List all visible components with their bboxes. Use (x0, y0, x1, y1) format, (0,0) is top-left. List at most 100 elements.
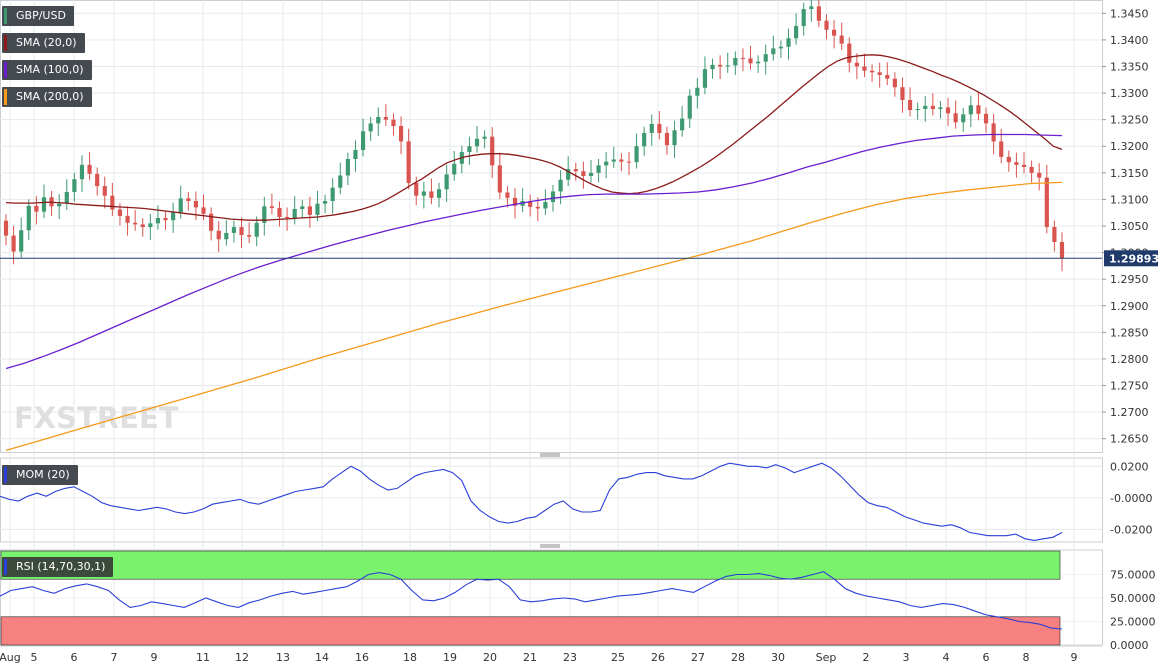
x-tick-label: 19 (443, 651, 457, 664)
candle-body (953, 113, 958, 123)
candle-body (771, 48, 776, 55)
x-tick-label: 9 (151, 651, 158, 664)
legend-swatch (4, 8, 7, 24)
legend-swatch (4, 35, 7, 51)
candle-body (26, 205, 31, 231)
candle-body (854, 62, 859, 67)
candle-body (322, 201, 328, 204)
candle-body (1021, 164, 1027, 167)
candle-body (406, 141, 411, 183)
x-tick-label: 9 (1071, 651, 1078, 664)
x-tick-label: 23 (563, 651, 577, 664)
candle-body (224, 232, 229, 240)
candle-body (1014, 162, 1019, 165)
legend-sma-200[interactable]: SMA (200,0) (2, 87, 92, 107)
candle-body (307, 206, 312, 215)
legend-label: GBP/USD (16, 9, 66, 22)
candle-body (3, 220, 9, 236)
mom-tick-label: 0.0200 (1110, 460, 1149, 473)
candle-body (436, 189, 442, 198)
candle-body (1037, 172, 1042, 178)
candle-body (482, 136, 487, 139)
candle-body (338, 175, 343, 188)
candle-body (414, 182, 419, 196)
rsi-oversold-zone (0, 616, 1061, 646)
legend-rsi[interactable]: RSI (14,70,30,1) (2, 557, 114, 577)
candle-body (231, 227, 237, 233)
x-tick-label: 16 (355, 651, 369, 664)
candle-body (64, 191, 69, 204)
candle-body (376, 116, 381, 124)
candle-body (938, 107, 943, 110)
candle-body (497, 165, 502, 193)
y-tick-label: 1.2750 (1110, 380, 1149, 393)
candle-body (11, 235, 16, 252)
y-tick-label: 1.3150 (1110, 167, 1149, 180)
candle-body (801, 9, 806, 27)
candle-body (649, 123, 654, 133)
current-price-label: 1.29893 (1109, 252, 1159, 265)
legend-mom[interactable]: MOM (20) (2, 465, 78, 485)
rsi-tick-label: 75.0000 (1110, 569, 1156, 582)
price-panel: FXSTREET (0, 0, 1102, 452)
y-tick-label: 1.2800 (1110, 353, 1149, 366)
candle-body (277, 207, 282, 217)
candle-body (976, 105, 981, 114)
candle-body (885, 74, 890, 79)
x-tick-label: 13 (276, 651, 290, 664)
candle-body (756, 61, 761, 64)
candle-body (140, 224, 145, 228)
current-price-label-bg (1104, 250, 1158, 267)
candle-body (193, 201, 199, 208)
candle-body (680, 118, 685, 131)
candle-body (254, 222, 259, 237)
candle-body (110, 195, 115, 210)
candle-body (239, 227, 244, 236)
axis-layer: Aug 5 6 7 9 11 12 13 14 16 18 19 20 21 23 25 26 27 28 30 Sep… (0, 7, 1159, 664)
sma-line (5, 133, 1063, 370)
candle-body (604, 161, 609, 166)
candle-body (269, 206, 274, 208)
candle-body (345, 158, 350, 176)
legend-sma-100[interactable]: SMA (100,0) (2, 60, 92, 80)
candle-body (300, 206, 305, 209)
candle-body (907, 99, 913, 111)
candle-body (862, 66, 867, 71)
x-tick-label: 26 (651, 651, 665, 664)
candle-body (474, 138, 480, 147)
legend-sma-20[interactable]: SMA (20,0) (2, 33, 85, 53)
candle-body (961, 114, 966, 123)
x-tick-label: Aug (0, 651, 21, 664)
candle-body (550, 191, 556, 203)
rsi-line (0, 571, 1063, 630)
legend-label: MOM (20) (16, 468, 70, 481)
candle-body (543, 202, 548, 209)
legend-gbpusd[interactable]: GBP/USD (2, 6, 74, 26)
candle-body (1006, 156, 1011, 163)
rsi-tick-label: 25.0000 (1110, 616, 1156, 629)
momentum-line (0, 462, 1063, 541)
candle-body (634, 146, 639, 163)
legend-swatch (4, 467, 7, 483)
sma-line (5, 181, 1063, 452)
candle-body (528, 201, 533, 207)
x-tick-label: 2 (863, 651, 870, 664)
candle-body (915, 109, 920, 111)
y-tick-label: 1.3400 (1110, 34, 1149, 47)
candle-body (186, 198, 191, 202)
candle-body (763, 54, 768, 62)
candle-body (816, 6, 821, 21)
candle-body (588, 172, 594, 177)
y-tick-label: 1.3350 (1110, 60, 1149, 73)
y-tick-label: 1.3250 (1110, 114, 1149, 127)
candle-body (41, 197, 47, 212)
candle-body (664, 132, 670, 146)
candle-body (163, 218, 168, 221)
candle-body (824, 20, 829, 30)
candle-body (710, 64, 715, 70)
legend-swatch (4, 89, 7, 105)
candle-body (72, 179, 77, 192)
candle-body (79, 164, 85, 180)
candle-body (398, 126, 404, 142)
